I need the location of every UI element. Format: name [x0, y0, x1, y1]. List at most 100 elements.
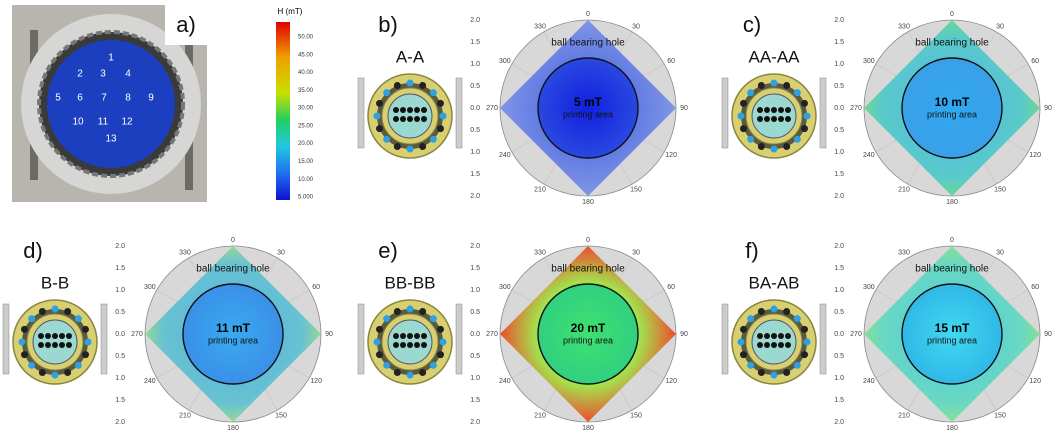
marker-label: 5	[55, 93, 61, 104]
angle-label: 120	[665, 378, 677, 385]
field-value: 20 mT	[571, 321, 606, 335]
panel-label: e)	[378, 238, 398, 263]
ball	[383, 89, 391, 97]
marker-label: 9	[148, 93, 154, 104]
ball	[740, 125, 748, 133]
ball	[783, 142, 791, 150]
angle-label: 30	[277, 249, 285, 256]
angle-label: 0	[950, 237, 954, 244]
angle-label: 0	[231, 237, 235, 244]
bearing-icon	[357, 299, 463, 385]
colorbar-tick: 45.00	[298, 52, 314, 58]
ball	[436, 125, 444, 133]
marker-label: 10	[72, 117, 84, 128]
area-label: printing area	[563, 109, 613, 119]
colorbar	[276, 22, 290, 200]
ball	[376, 125, 384, 133]
ball	[74, 361, 82, 369]
ball	[406, 305, 414, 313]
magnet	[407, 116, 413, 122]
ball	[393, 308, 401, 316]
magnet	[393, 333, 399, 339]
radial-label: 0.0	[834, 105, 844, 112]
magnet	[771, 342, 777, 348]
ball	[436, 325, 444, 333]
radial-label: 0.5	[115, 309, 125, 316]
magnet	[764, 333, 770, 339]
angle-label: 150	[994, 186, 1006, 193]
angle-label: 240	[144, 378, 156, 385]
magnet	[414, 342, 420, 348]
ball	[770, 371, 778, 379]
ball	[406, 79, 414, 87]
angle-label: 300	[499, 58, 511, 65]
bearing-icon	[357, 73, 463, 159]
magnet	[785, 342, 791, 348]
ball	[21, 351, 29, 359]
radial-label: 1.0	[470, 149, 480, 156]
radial-label: 1.5	[115, 397, 125, 404]
magnet	[414, 107, 420, 113]
angle-label: 240	[863, 378, 875, 385]
angle-label: 330	[898, 249, 910, 256]
magnet	[764, 116, 770, 122]
ball	[28, 361, 36, 369]
hole-label: ball bearing hole	[551, 38, 625, 49]
hole-label: ball bearing hole	[915, 264, 989, 275]
magnet	[414, 333, 420, 339]
colorbar-tick: 15.00	[298, 159, 314, 165]
panel-label: c)	[743, 12, 761, 37]
radial-label: 1.0	[470, 375, 480, 382]
angle-label: 240	[863, 152, 875, 159]
magnet	[407, 107, 413, 113]
ball	[419, 142, 427, 150]
hole-label: ball bearing hole	[915, 38, 989, 49]
ball	[383, 361, 391, 369]
ball	[28, 315, 36, 323]
radial-label: 1.0	[115, 287, 125, 294]
ball	[747, 135, 755, 143]
radial-label: 1.5	[834, 397, 844, 404]
ball	[793, 135, 801, 143]
angle-label: 180	[582, 425, 594, 432]
ball	[51, 371, 59, 379]
ball	[783, 308, 791, 316]
ball	[373, 112, 381, 120]
magnet	[421, 116, 427, 122]
ball	[376, 99, 384, 107]
printing-area	[537, 283, 639, 385]
panel-label: b)	[378, 12, 398, 37]
angle-label: 240	[499, 378, 511, 385]
bearing-icon	[721, 73, 827, 159]
side-bar	[819, 303, 827, 375]
field-value: 11 mT	[216, 321, 251, 335]
magnet	[52, 342, 58, 348]
angle-label: 210	[534, 186, 546, 193]
side-bar	[357, 303, 365, 375]
radial-label: 2.0	[834, 193, 844, 200]
ball	[406, 371, 414, 379]
radial-label: 1.0	[834, 375, 844, 382]
field-value: 15 mT	[935, 321, 970, 335]
radial-label: 1.5	[834, 39, 844, 46]
magnet	[785, 116, 791, 122]
angle-label: 180	[946, 199, 958, 206]
ball	[393, 82, 401, 90]
magnet	[757, 333, 763, 339]
side-bar	[2, 303, 10, 375]
angle-label: 330	[179, 249, 191, 256]
angle-label: 210	[179, 412, 191, 419]
radial-label: 1.5	[470, 39, 480, 46]
marker-label: 12	[121, 117, 133, 128]
marker-label: 8	[125, 93, 131, 104]
side-bar	[721, 303, 729, 375]
colorbar-tick: 50.00	[298, 35, 314, 41]
magnet	[778, 116, 784, 122]
magnet	[393, 116, 399, 122]
colorbar-title: H (mT)	[278, 7, 303, 16]
angle-label: 270	[131, 331, 143, 338]
ball	[419, 82, 427, 90]
